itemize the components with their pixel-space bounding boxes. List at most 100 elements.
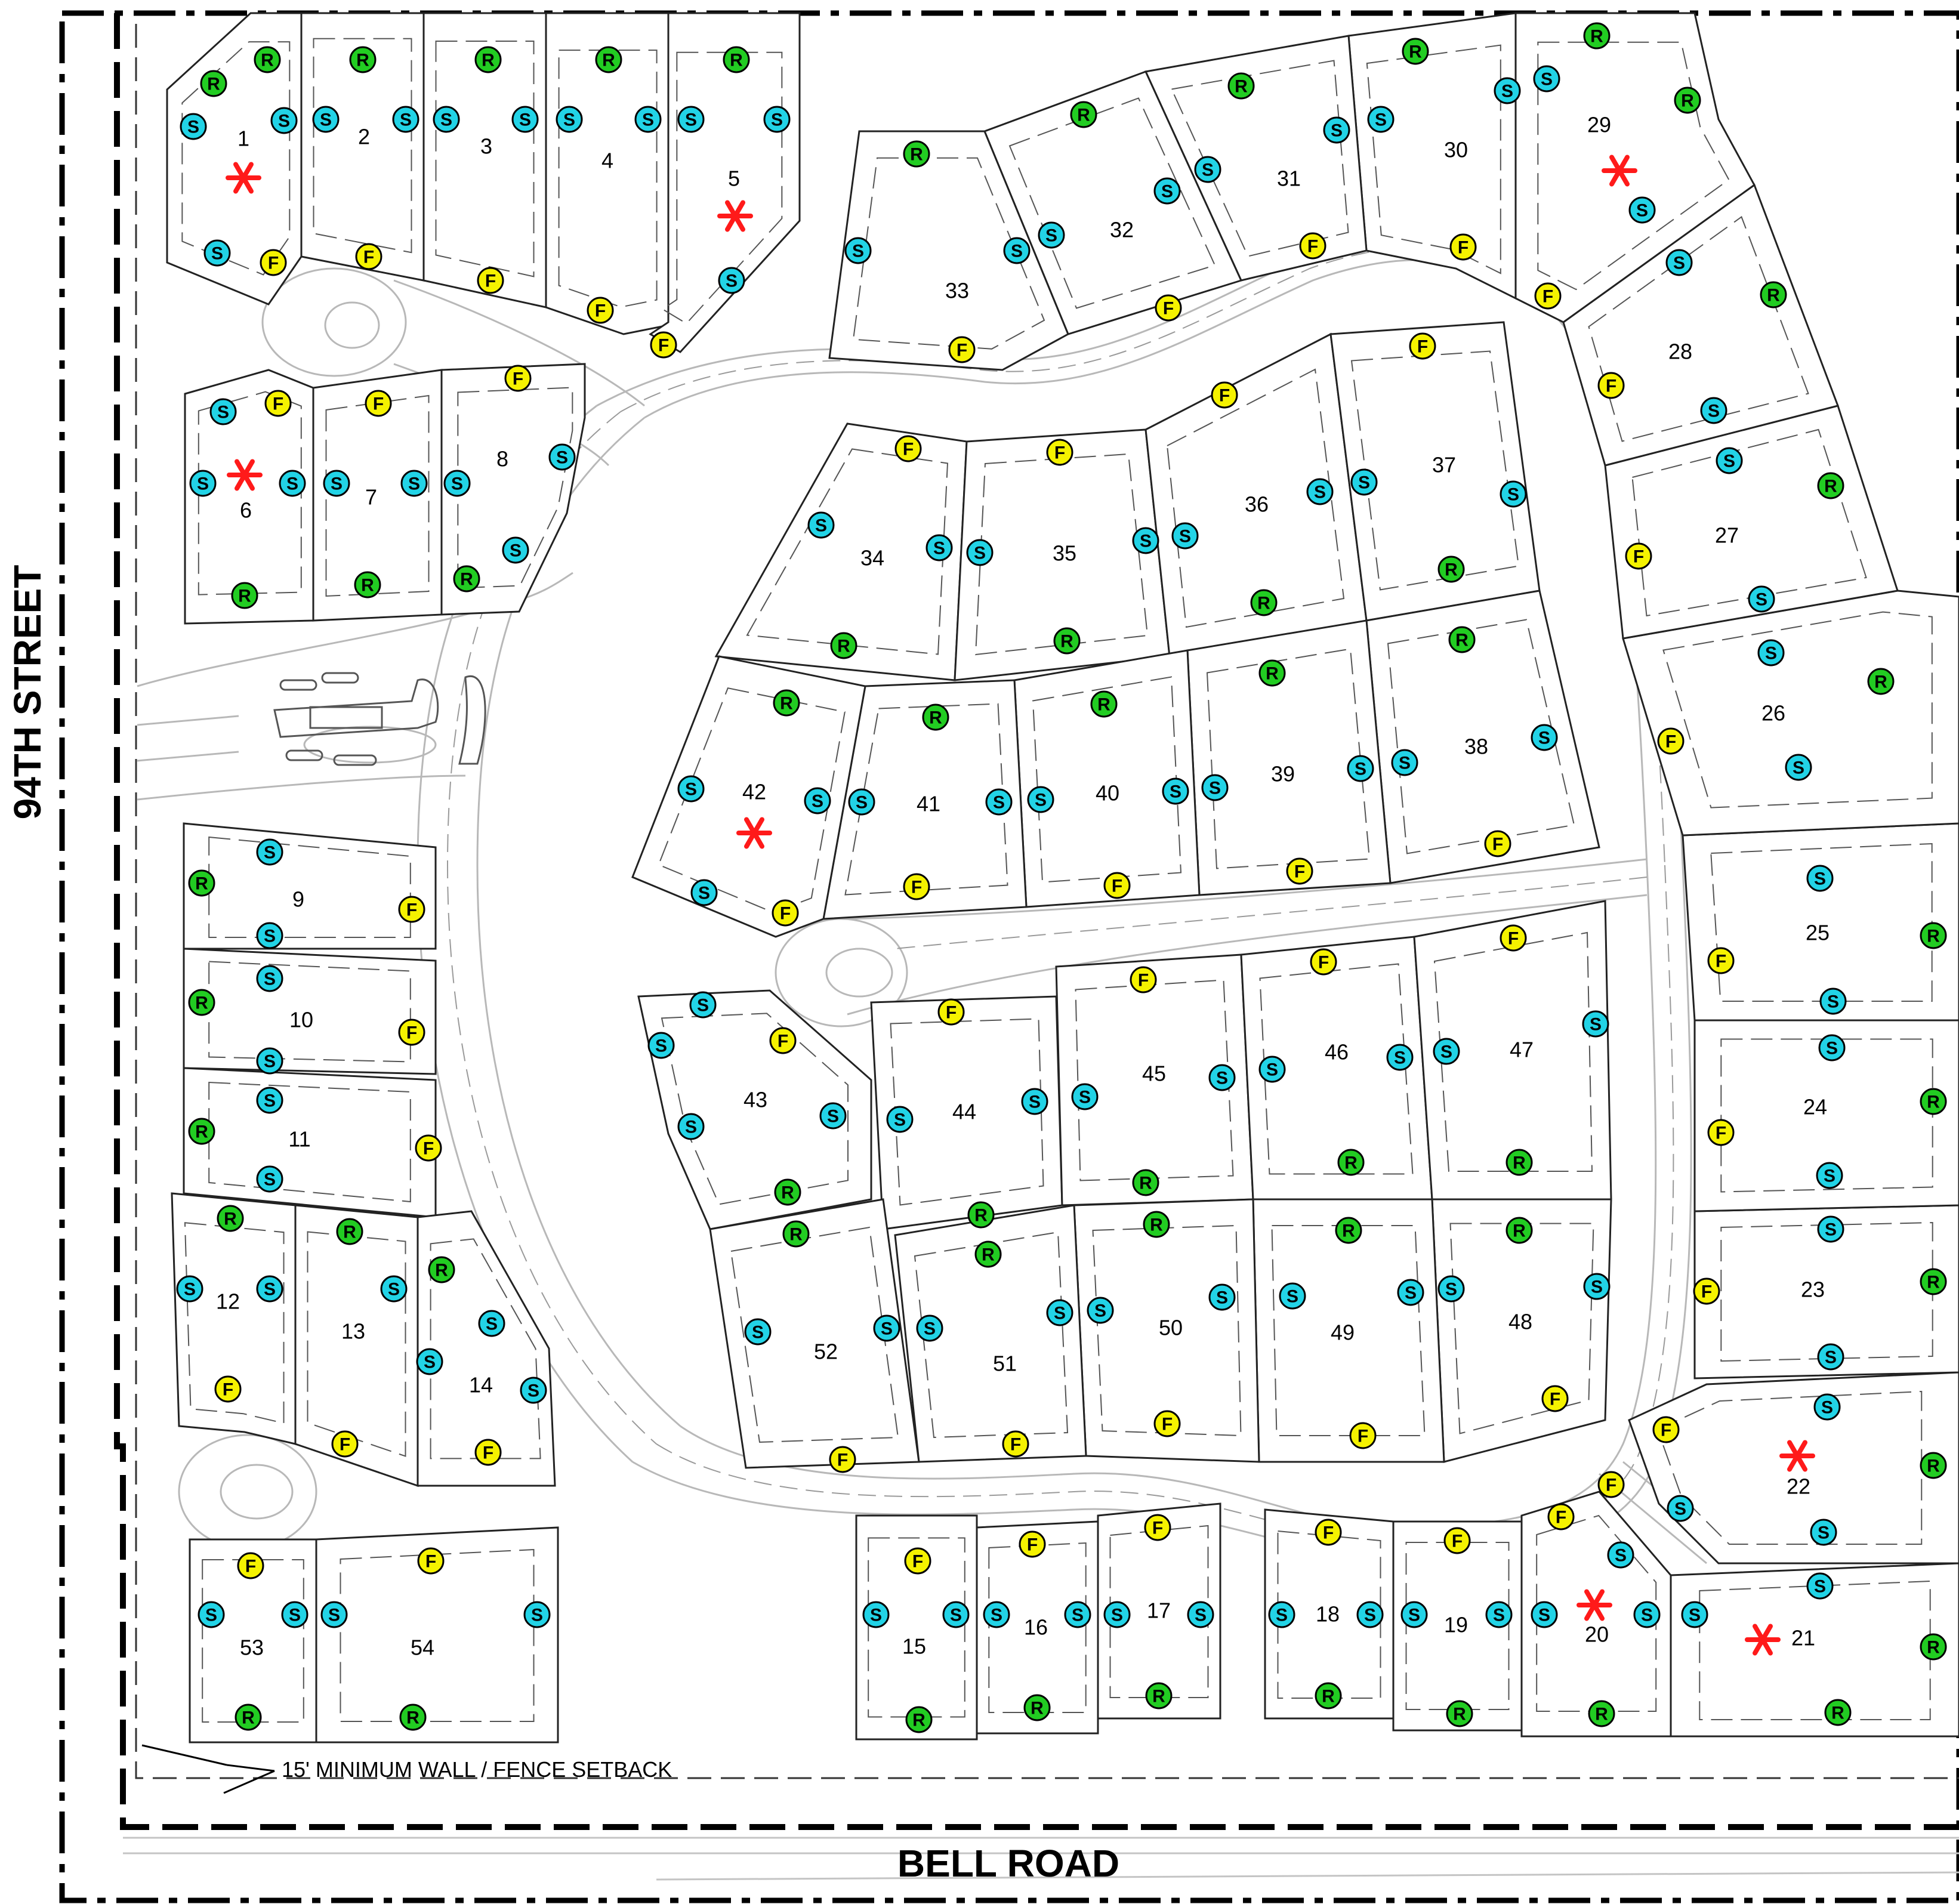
r-marker-lot-36[interactable]: R (1250, 589, 1278, 616)
lot-37[interactable]: 37 (1329, 321, 1541, 622)
asterisk-marker-lot-5[interactable] (717, 200, 753, 232)
lot-33[interactable]: 33 (828, 130, 1069, 371)
s-marker-lot-6[interactable]: S (209, 398, 237, 425)
s-marker-lot-16[interactable]: S (983, 1601, 1010, 1628)
f-marker-lot-48[interactable]: F (1541, 1385, 1569, 1412)
r-marker-lot-49[interactable]: R (1335, 1217, 1362, 1244)
s-marker-lot-40[interactable]: S (1027, 786, 1054, 813)
s-marker-lot-15[interactable]: S (862, 1601, 890, 1628)
s-marker-lot-9[interactable]: S (256, 922, 283, 949)
f-marker-lot-39[interactable]: F (1286, 857, 1313, 885)
s-marker-lot-6[interactable]: S (279, 470, 306, 497)
s-marker-lot-54[interactable]: S (523, 1601, 551, 1628)
s-marker-lot-31[interactable]: S (1323, 116, 1350, 144)
f-marker-lot-43[interactable]: F (769, 1027, 797, 1054)
s-marker-lot-51[interactable]: S (1046, 1299, 1073, 1326)
s-marker-lot-35[interactable]: S (1132, 527, 1159, 554)
f-marker-lot-41[interactable]: F (903, 873, 930, 900)
s-marker-lot-10[interactable]: S (256, 965, 283, 992)
r-marker-lot-50[interactable]: R (1143, 1211, 1170, 1238)
f-marker-lot-11[interactable]: F (415, 1134, 442, 1162)
r-marker-lot-40[interactable]: R (1090, 690, 1118, 718)
r-marker-lot-31[interactable]: R (1227, 72, 1255, 100)
s-marker-lot-21[interactable]: S (1806, 1572, 1834, 1600)
f-marker-lot-2[interactable]: F (355, 243, 382, 270)
f-marker-lot-33[interactable]: F (948, 336, 976, 363)
r-marker-lot-29[interactable]: R (1583, 22, 1611, 50)
f-marker-lot-24[interactable]: F (1707, 1119, 1735, 1146)
f-marker-lot-36[interactable]: F (1211, 381, 1238, 409)
f-marker-lot-51[interactable]: F (1002, 1430, 1029, 1458)
f-marker-lot-16[interactable]: F (1019, 1530, 1046, 1558)
s-marker-lot-1[interactable]: S (203, 239, 231, 267)
s-marker-lot-43[interactable]: S (689, 991, 717, 1019)
s-marker-lot-12[interactable]: S (256, 1275, 283, 1303)
r-marker-lot-23[interactable]: R (1920, 1268, 1947, 1295)
r-marker-lot-44[interactable]: R (967, 1201, 995, 1229)
s-marker-lot-26[interactable]: S (1757, 639, 1785, 666)
r-marker-lot-39[interactable]: R (1258, 659, 1286, 687)
s-marker-lot-20[interactable]: S (1531, 1601, 1558, 1628)
s-marker-lot-5[interactable]: S (763, 106, 791, 133)
asterisk-marker-lot-1[interactable] (226, 162, 261, 194)
r-marker-lot-46[interactable]: R (1337, 1149, 1365, 1176)
r-marker-lot-35[interactable]: R (1053, 627, 1081, 655)
r-marker-lot-18[interactable]: R (1315, 1682, 1342, 1709)
f-marker-lot-32[interactable]: F (1155, 294, 1182, 322)
r-marker-lot-9[interactable]: R (188, 869, 215, 897)
s-marker-lot-4[interactable]: S (556, 106, 583, 133)
asterisk-marker-lot-22[interactable] (1779, 1440, 1815, 1472)
lot-49[interactable]: 49 (1252, 1198, 1445, 1463)
s-marker-lot-11[interactable]: S (256, 1165, 283, 1193)
s-marker-lot-5[interactable]: S (677, 106, 705, 133)
s-marker-lot-34[interactable]: S (925, 534, 953, 561)
lot-5[interactable]: 5 (649, 12, 801, 353)
s-marker-lot-54[interactable]: S (320, 1601, 348, 1628)
s-marker-lot-49[interactable]: S (1397, 1279, 1424, 1306)
f-marker-lot-25[interactable]: F (1707, 947, 1735, 974)
r-marker-lot-17[interactable]: R (1145, 1682, 1173, 1709)
f-marker-lot-14[interactable]: F (474, 1439, 502, 1466)
r-marker-lot-42[interactable]: R (773, 689, 800, 717)
r-marker-lot-45[interactable]: R (1132, 1169, 1159, 1196)
lot-17[interactable]: 17 (1097, 1502, 1221, 1720)
s-marker-lot-7[interactable]: S (323, 470, 350, 497)
s-marker-lot-32[interactable]: S (1153, 177, 1181, 205)
lot-2[interactable]: 2 (300, 12, 425, 282)
s-marker-lot-31[interactable]: S (1194, 156, 1221, 183)
r-marker-lot-34[interactable]: R (830, 632, 857, 659)
f-marker-lot-5[interactable]: F (650, 331, 677, 359)
r-marker-lot-22[interactable]: R (1920, 1452, 1947, 1479)
s-marker-lot-33[interactable]: S (1003, 237, 1031, 264)
lot-31[interactable]: 31 (1144, 35, 1368, 282)
r-marker-lot-10[interactable]: R (188, 989, 215, 1016)
f-marker-lot-9[interactable]: F (398, 896, 425, 923)
lot-46[interactable]: 46 (1240, 936, 1433, 1201)
lot-21[interactable]: 21 (1670, 1562, 1959, 1738)
f-marker-lot-37[interactable]: F (1409, 332, 1436, 360)
s-marker-lot-21[interactable]: S (1681, 1601, 1708, 1628)
f-marker-lot-46[interactable]: F (1310, 948, 1337, 976)
s-marker-lot-24[interactable]: S (1816, 1162, 1843, 1189)
f-marker-lot-40[interactable]: F (1103, 872, 1131, 899)
s-marker-lot-28[interactable]: S (1700, 397, 1727, 424)
s-marker-lot-35[interactable]: S (966, 539, 994, 566)
f-marker-lot-6[interactable]: F (264, 390, 292, 417)
s-marker-lot-50[interactable]: S (1087, 1297, 1114, 1324)
lot-12[interactable]: 12 (171, 1192, 297, 1445)
f-marker-lot-34[interactable]: F (894, 435, 922, 462)
r-marker-lot-1[interactable]: R (254, 46, 281, 73)
s-marker-lot-15[interactable]: S (942, 1601, 970, 1628)
r-marker-lot-30[interactable]: R (1402, 38, 1429, 65)
f-marker-lot-26[interactable]: F (1657, 727, 1685, 755)
s-marker-lot-8[interactable]: S (443, 470, 471, 497)
r-marker-lot-4[interactable]: R (595, 46, 622, 73)
s-marker-lot-48[interactable]: S (1437, 1275, 1465, 1303)
f-marker-lot-3[interactable]: F (477, 267, 504, 294)
lot-54[interactable]: 54 (315, 1526, 559, 1743)
s-marker-lot-14[interactable]: S (416, 1348, 443, 1375)
s-marker-lot-46[interactable]: S (1258, 1056, 1286, 1083)
f-marker-lot-27[interactable]: F (1625, 542, 1652, 570)
lot-15[interactable]: 15 (855, 1514, 978, 1741)
r-marker-lot-21[interactable]: R (1824, 1699, 1852, 1726)
